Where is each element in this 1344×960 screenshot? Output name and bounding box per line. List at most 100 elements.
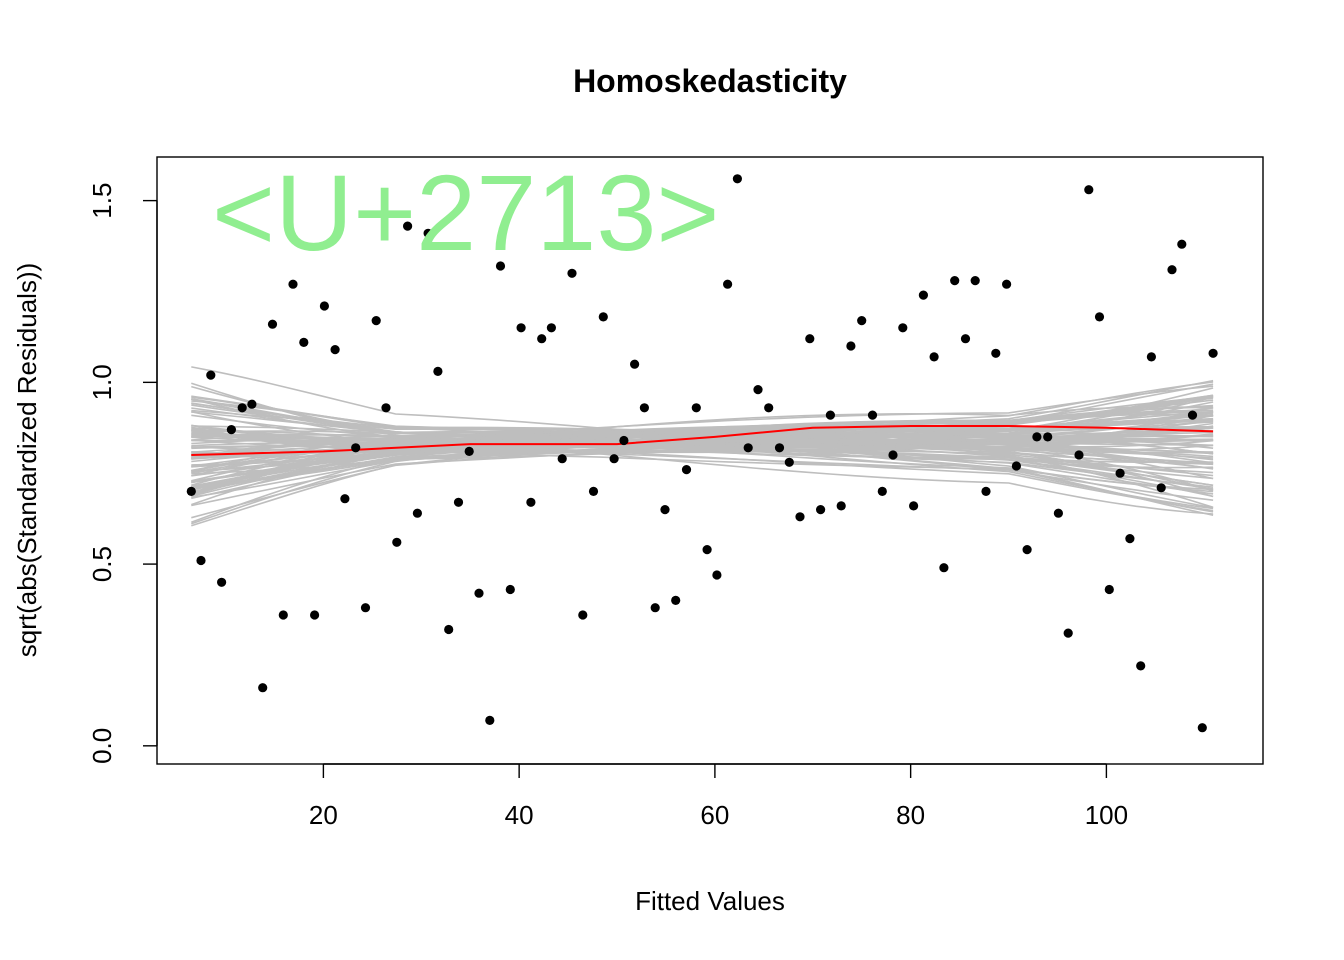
data-point [578, 610, 588, 620]
data-point [691, 403, 701, 413]
y-tick-label: 1.0 [87, 364, 117, 400]
data-point [412, 508, 422, 518]
simulated-band-line [191, 407, 1214, 477]
data-point [1002, 279, 1012, 289]
x-tick-label: 20 [309, 800, 338, 830]
data-point [960, 334, 971, 344]
data-point [433, 366, 443, 376]
data-point [619, 435, 629, 446]
x-tick-label: 40 [505, 800, 534, 830]
data-point [630, 359, 640, 369]
data-point [319, 301, 329, 311]
data-point [392, 537, 402, 547]
data-point [888, 450, 898, 460]
data-point [444, 624, 454, 635]
x-axis-label: Fitted Values [635, 886, 785, 916]
data-point [836, 501, 846, 511]
simulated-band-line [191, 395, 1214, 527]
data-point [278, 610, 288, 620]
data-point [330, 345, 340, 355]
simulated-band-line [191, 409, 1214, 524]
data-point [588, 486, 599, 496]
data-point [537, 334, 547, 344]
data-point [784, 457, 794, 467]
data-point [795, 512, 805, 522]
x-tick-label: 80 [896, 800, 925, 830]
data-point [857, 316, 867, 326]
data-point [485, 715, 495, 726]
data-point [217, 577, 227, 587]
data-point [1156, 483, 1166, 493]
simulated-band-line [191, 424, 1214, 487]
data-point [898, 323, 908, 333]
data-point [918, 290, 929, 300]
data-point [1167, 265, 1177, 275]
data-point [609, 454, 619, 464]
check-mark-annotation: <U+2713> [212, 152, 719, 273]
data-point [505, 584, 515, 595]
data-point [950, 276, 960, 286]
data-point [1094, 312, 1105, 322]
data-point [1022, 545, 1032, 555]
data-point [299, 337, 309, 347]
simulated-band-line [191, 427, 1214, 477]
data-point [939, 563, 949, 573]
simulated-band-lines [191, 366, 1214, 527]
data-point [196, 555, 206, 566]
data-point [877, 486, 887, 496]
data-point [381, 403, 391, 413]
data-point [1146, 352, 1156, 362]
data-point [970, 276, 980, 286]
data-point [1063, 628, 1073, 638]
data-point [825, 410, 836, 420]
data-point [340, 494, 350, 504]
data-point [567, 268, 577, 278]
data-point [671, 595, 681, 606]
data-point [681, 465, 692, 475]
simulated-band-line [191, 398, 1214, 464]
data-point [764, 403, 774, 413]
data-point [1197, 723, 1207, 733]
data-point [526, 497, 536, 507]
chart-title: Homoskedasticity [573, 63, 847, 99]
smooth-line-layer [191, 425, 1214, 456]
data-point [288, 279, 298, 289]
data-point [598, 312, 608, 322]
data-point [702, 545, 712, 555]
data-point [753, 385, 763, 395]
data-point [1011, 461, 1022, 471]
data-point [423, 228, 433, 238]
data-point [1032, 432, 1042, 442]
data-point [1074, 450, 1084, 460]
smooth-line [191, 425, 1214, 456]
data-point [464, 446, 474, 456]
data-point [351, 443, 361, 453]
y-tick-label: 0.0 [87, 728, 117, 764]
y-tick-label: 0.5 [87, 546, 117, 582]
data-point [1104, 584, 1114, 595]
data-point [186, 486, 196, 496]
data-point [774, 443, 785, 453]
data-point [371, 316, 381, 326]
data-point [267, 319, 278, 329]
data-point [1136, 661, 1146, 671]
data-point [991, 348, 1001, 358]
data-points [186, 174, 1218, 733]
data-point [660, 505, 670, 515]
data-point [1187, 410, 1198, 420]
y-axis: 0.0 0.5 1.0 1.5 [87, 183, 158, 764]
data-point [495, 261, 506, 271]
simulated-band-line [191, 440, 1214, 448]
y-axis-label: sqrt(abs(Standardized Residuals)) [12, 263, 42, 658]
data-point [981, 486, 991, 496]
data-point [258, 683, 268, 693]
x-axis: 20 40 60 80 100 [309, 763, 1128, 830]
x-tick-label: 100 [1085, 800, 1128, 830]
data-point [909, 501, 919, 511]
data-point [867, 410, 878, 420]
data-point [1125, 534, 1135, 544]
data-point [546, 323, 557, 333]
data-point [723, 279, 733, 289]
data-point [816, 505, 826, 515]
